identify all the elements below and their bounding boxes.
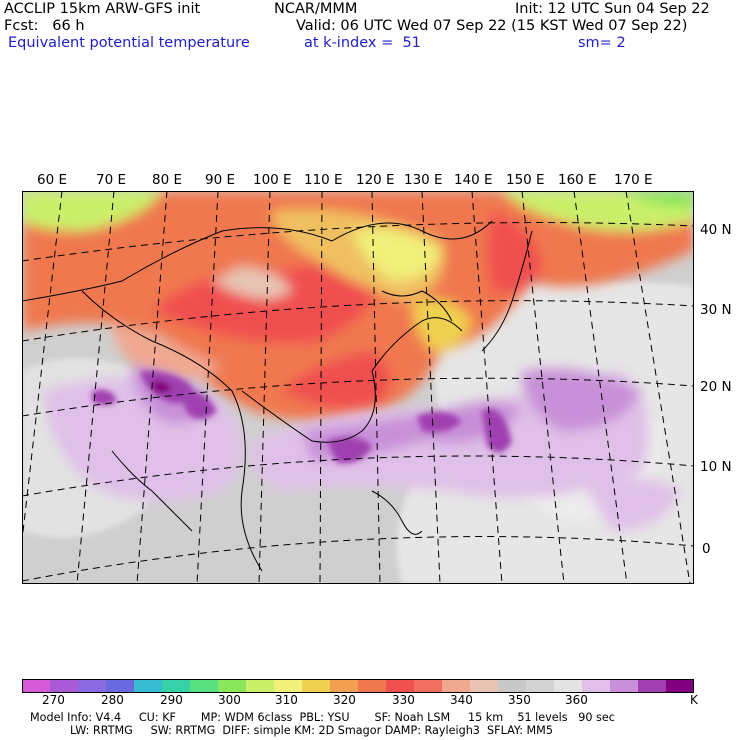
- smoothing: sm= 2: [578, 35, 626, 51]
- colorbar-swatch: [582, 679, 611, 693]
- colorbar-swatch: [302, 679, 331, 693]
- lon-label: 70 E: [96, 172, 126, 188]
- model-title: ACCLIP 15km ARW-GFS init: [4, 1, 201, 17]
- colorbar-label: 340: [450, 693, 473, 707]
- colorbar-swatch: [414, 679, 443, 693]
- init-time: Init: 12 UTC Sun 04 Sep 22: [515, 1, 710, 17]
- k-index: at k-index = 51: [304, 35, 421, 51]
- colorbar-swatch: [526, 679, 555, 693]
- map-frame: [22, 191, 694, 584]
- graticule: [22, 191, 694, 584]
- colorbar-label: 350: [508, 693, 531, 707]
- colorbar-swatch: [246, 679, 275, 693]
- colorbar-unit: K: [690, 693, 698, 707]
- colorbar-swatch: [666, 679, 694, 693]
- colorbar-swatch: [470, 679, 499, 693]
- colorbar-swatch: [218, 679, 247, 693]
- colorbar-label: 310: [275, 693, 298, 707]
- colorbar-swatch: [274, 679, 303, 693]
- colorbar-label: 270: [42, 693, 65, 707]
- colorbar-swatch: [358, 679, 387, 693]
- colorbar: [22, 679, 694, 693]
- lat-label: 30 N: [700, 302, 732, 318]
- lon-label: 60 E: [37, 172, 67, 188]
- colorbar-swatch: [442, 679, 471, 693]
- lat-label: 10 N: [700, 459, 732, 475]
- field-name: Equivalent potential temperature: [8, 35, 250, 51]
- lon-label: 130 E: [404, 172, 443, 188]
- lon-label: 120 E: [356, 172, 395, 188]
- colorbar-label: 280: [101, 693, 124, 707]
- colorbar-frame: [22, 679, 694, 693]
- lon-label: 170 E: [614, 172, 653, 188]
- coastlines: [22, 220, 533, 572]
- colorbar-label: 320: [333, 693, 356, 707]
- lon-label: 160 E: [558, 172, 597, 188]
- colorbar-swatch: [78, 679, 107, 693]
- model-info-line2: LW: RRTMG SW: RRTMG DIFF: simple KM: 2D …: [70, 724, 553, 737]
- colorbar-swatch: [106, 679, 135, 693]
- lon-label: 80 E: [152, 172, 182, 188]
- warm-continental-band: [22, 191, 694, 423]
- lon-label: 90 E: [205, 172, 235, 188]
- lat-label: 40 N: [700, 222, 732, 238]
- colorbar-swatch: [162, 679, 191, 693]
- colorbar-label: 330: [392, 693, 415, 707]
- colorbar-swatch: [610, 679, 639, 693]
- colorbar-label: 290: [160, 693, 183, 707]
- lat-label: 0: [702, 541, 711, 557]
- colorbar-swatch: [50, 679, 79, 693]
- lon-label: 140 E: [454, 172, 493, 188]
- theta-e-map: [22, 191, 694, 584]
- valid-time: Valid: 06 UTC Wed 07 Sep 22 (15 KST Wed …: [296, 18, 688, 34]
- colorbar-swatch: [330, 679, 359, 693]
- colorbar-swatch: [134, 679, 163, 693]
- lon-label: 150 E: [506, 172, 545, 188]
- colorbar-label: 360: [565, 693, 588, 707]
- forecast-hour: Fcst: 66 h: [4, 18, 85, 34]
- lat-label: 20 N: [700, 379, 732, 395]
- colorbar-swatch: [190, 679, 219, 693]
- colorbar-swatch: [554, 679, 583, 693]
- institution: NCAR/MMM: [274, 1, 358, 17]
- colorbar-swatch: [498, 679, 527, 693]
- colorbar-swatch: [22, 679, 51, 693]
- lon-label: 110 E: [304, 172, 343, 188]
- lon-label: 100 E: [253, 172, 292, 188]
- colorbar-swatch: [638, 679, 667, 693]
- colorbar-swatch: [386, 679, 415, 693]
- colorbar-label: 300: [218, 693, 241, 707]
- model-info-line1: Model Info: V4.4 CU: KF MP: WDM 6class P…: [30, 711, 615, 724]
